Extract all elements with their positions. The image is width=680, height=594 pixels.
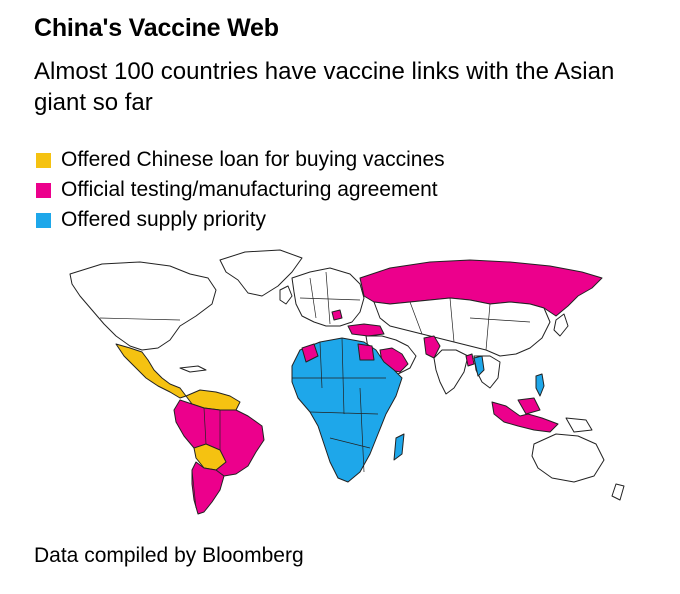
malaysia-indonesia: [491, 401, 559, 433]
north-america: [69, 261, 217, 351]
australia: [531, 433, 605, 483]
legend-swatch-loan: [36, 152, 51, 168]
world-map: [69, 249, 625, 515]
cuba: [179, 365, 207, 373]
serbia: [331, 309, 343, 321]
india: [433, 349, 469, 395]
myanmar: [473, 355, 485, 377]
legend-label-supply: Offered supply priority: [61, 208, 267, 231]
chart-title: China's Vaccine Web: [34, 14, 279, 42]
legend-item-agreement: Official testing/manufacturing agreement: [36, 175, 445, 205]
africa-borders: [292, 337, 386, 473]
mexico-central-america: [115, 343, 187, 399]
pakistan: [423, 335, 441, 359]
legend: Offered Chinese loan for buying vaccines…: [36, 145, 445, 235]
morocco: [301, 343, 319, 363]
us-canada-border: [99, 317, 181, 321]
legend-item-loan: Offered Chinese loan for buying vaccines: [36, 145, 445, 175]
south-america-borders: [191, 407, 221, 509]
bolivia-paraguay: [193, 443, 227, 471]
legend-item-supply: Offered supply priority: [36, 205, 445, 235]
legend-label-agreement: Official testing/manufacturing agreement: [61, 178, 438, 201]
asia-borders: [409, 297, 531, 351]
legend-swatch-supply: [36, 212, 51, 228]
uk-ireland: [279, 285, 293, 305]
greenland: [219, 249, 303, 297]
chart-subtitle: Almost 100 countries have vaccine links …: [34, 58, 615, 116]
source-note: Data compiled by Bloomberg: [34, 544, 304, 567]
legend-label-loan: Offered Chinese loan for buying vaccines: [61, 148, 445, 171]
philippines: [535, 373, 545, 397]
papua: [565, 417, 593, 433]
borneo: [517, 397, 541, 415]
central-asia-china: [373, 297, 551, 357]
madagascar: [393, 433, 405, 461]
legend-swatch-agreement: [36, 182, 51, 198]
bangladesh: [465, 353, 475, 367]
europe-borders: [299, 271, 361, 325]
japan: [553, 313, 569, 337]
new-zealand: [611, 483, 625, 501]
turkey: [347, 323, 385, 337]
chile-argentina: [191, 461, 225, 515]
egypt: [357, 343, 375, 361]
